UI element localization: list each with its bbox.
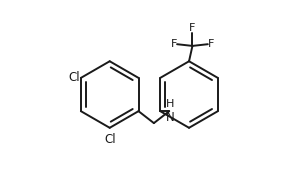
Text: N: N: [166, 111, 175, 124]
Text: Cl: Cl: [68, 71, 80, 84]
Text: F: F: [189, 23, 196, 33]
Text: H: H: [166, 99, 174, 109]
Text: F: F: [208, 39, 214, 49]
Text: F: F: [171, 39, 177, 49]
Text: Cl: Cl: [104, 133, 115, 146]
